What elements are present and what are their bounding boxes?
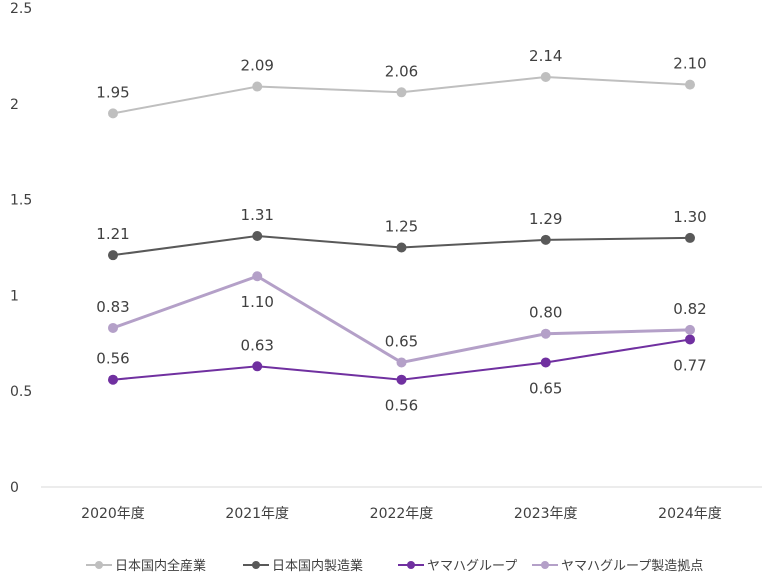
- data-point: [108, 374, 118, 385]
- data-point: [685, 79, 695, 90]
- x-tick-label: 2020年度: [81, 506, 145, 522]
- data-label: 0.63: [241, 336, 274, 354]
- data-point: [685, 334, 695, 345]
- y-tick-label: 0.5: [10, 384, 32, 400]
- data-label: 0.83: [96, 298, 129, 316]
- data-label: 0.82: [673, 300, 706, 318]
- x-tick-label: 2023年度: [514, 506, 578, 522]
- legend-label: 日本国内製造業: [272, 558, 363, 574]
- data-label: 1.10: [241, 293, 274, 311]
- data-label: 1.30: [673, 208, 706, 226]
- data-point: [252, 81, 263, 92]
- y-tick-label: 1: [10, 288, 19, 304]
- data-label: 1.95: [96, 83, 129, 101]
- data-point: [252, 231, 263, 242]
- x-tick-label: 2022年度: [370, 506, 434, 522]
- data-point: [108, 250, 118, 261]
- data-label: 0.56: [96, 350, 129, 368]
- data-point: [685, 232, 695, 243]
- data-point: [252, 361, 263, 372]
- data-label: 0.77: [673, 356, 706, 374]
- data-point: [685, 324, 695, 335]
- data-point: [540, 71, 551, 82]
- data-label: 0.80: [529, 304, 562, 322]
- data-point: [540, 234, 551, 245]
- y-tick-label: 2: [10, 97, 19, 113]
- data-label: 1.31: [241, 206, 274, 224]
- data-label: 2.09: [241, 57, 274, 75]
- data-point: [396, 374, 407, 385]
- legend-marker: [541, 561, 549, 569]
- data-point: [396, 87, 407, 98]
- legend-label: ヤマハグループ製造拠点: [561, 559, 703, 574]
- legend-label: 日本国内全産業: [115, 558, 206, 574]
- data-point: [108, 108, 118, 119]
- data-label: 2.06: [385, 62, 418, 80]
- x-tick-label: 2021年度: [225, 506, 289, 522]
- y-tick-label: 2.5: [10, 1, 32, 17]
- data-point: [396, 357, 407, 368]
- data-point: [540, 357, 551, 368]
- x-tick-label: 2024年度: [658, 506, 722, 522]
- data-label: 2.14: [529, 47, 562, 65]
- data-point: [252, 271, 263, 282]
- y-tick-label: 1.5: [10, 193, 32, 209]
- legend-marker: [95, 561, 103, 569]
- data-label: 0.56: [385, 397, 418, 415]
- data-label: 0.65: [385, 332, 418, 350]
- data-label: 1.29: [529, 210, 562, 228]
- data-point: [396, 242, 407, 253]
- data-label: 2.10: [673, 55, 706, 73]
- legend-marker: [252, 561, 260, 569]
- legend-label: ヤマハグループ: [427, 559, 517, 574]
- y-tick-label: 0: [10, 480, 19, 496]
- data-label: 0.65: [529, 379, 562, 397]
- data-label: 1.21: [96, 225, 129, 243]
- data-point: [108, 322, 118, 333]
- data-label: 1.25: [385, 218, 418, 236]
- legend-marker: [407, 561, 415, 569]
- data-point: [540, 328, 551, 339]
